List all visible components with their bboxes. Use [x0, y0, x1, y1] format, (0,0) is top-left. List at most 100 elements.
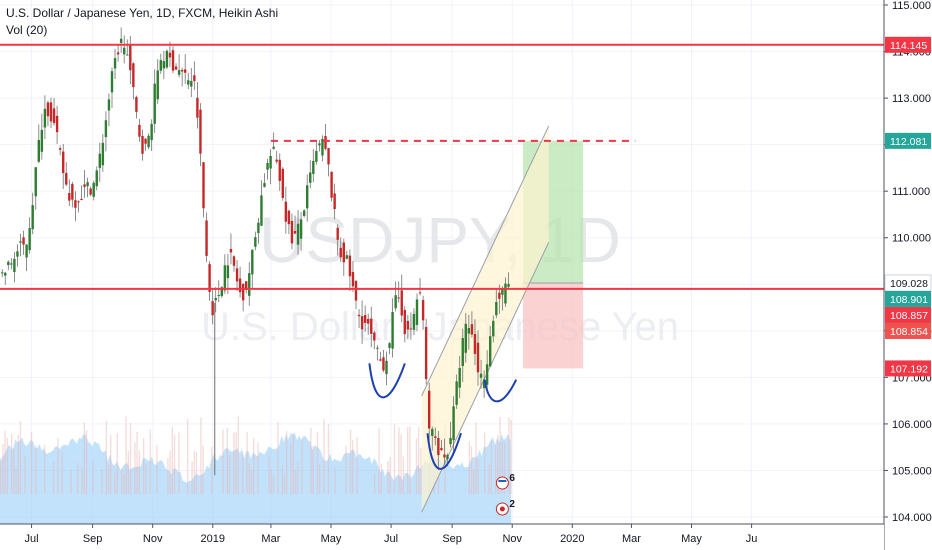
candle-body	[202, 162, 205, 209]
volume-bar	[380, 463, 382, 494]
candle-body	[345, 255, 349, 259]
volume-bar	[407, 427, 409, 494]
volume-bar	[125, 416, 127, 494]
price-label-text: 108.901	[890, 294, 928, 306]
watermark: USDJPY, 1D U.S. Dollar / Japanese Yen	[201, 204, 679, 349]
volume-bar	[420, 448, 422, 494]
time-tick-label: Jul	[384, 533, 398, 545]
candle-body	[284, 201, 288, 222]
candle-body	[333, 193, 336, 210]
volume-bar	[134, 442, 136, 494]
time-tick-label: 2019	[201, 533, 225, 545]
candle-body	[98, 153, 101, 168]
candle-body	[92, 182, 95, 197]
volume-bar	[52, 462, 55, 494]
volume-bar	[488, 464, 490, 494]
volume-bar	[283, 475, 286, 494]
volume-bar	[2, 444, 4, 494]
candle-body	[452, 406, 455, 441]
candle-body	[339, 247, 342, 258]
price-tick-label: 105.000	[892, 465, 932, 477]
volume-bar	[352, 439, 354, 494]
volume-bar	[250, 469, 253, 494]
volume-bar	[290, 443, 292, 494]
candle-body	[318, 143, 321, 146]
volume-bar	[129, 423, 132, 494]
candle-body	[391, 312, 394, 349]
symbol-title[interactable]: U.S. Dollar / Japanese Yen, 1D, FXCM, He…	[6, 6, 279, 20]
time-tick-label: Sep	[442, 533, 462, 545]
price-label-badge	[885, 132, 931, 149]
candle-body	[415, 299, 419, 325]
volume-bar	[345, 445, 347, 494]
volume-bar	[145, 464, 147, 494]
price-label-badge	[885, 306, 931, 323]
price-tick-label: 106.000	[892, 419, 932, 431]
candle-body	[187, 80, 190, 85]
candle-series	[1, 27, 510, 476]
volume-bar	[123, 473, 125, 494]
candle-body	[28, 228, 31, 251]
candle-body	[443, 454, 446, 458]
volume-bar	[312, 445, 314, 494]
candle-body	[363, 315, 367, 324]
volume-bar	[77, 462, 79, 494]
candle-body	[272, 146, 275, 149]
price-label-badge	[885, 290, 931, 307]
candle-body	[71, 183, 74, 200]
volume-series	[0, 416, 512, 524]
volume-bar	[15, 468, 17, 494]
candle-body	[397, 297, 400, 299]
candle-body	[245, 281, 248, 290]
volume-bar	[11, 434, 13, 494]
candle-body	[266, 162, 269, 170]
volume-bar	[389, 456, 391, 494]
volume-bar	[107, 464, 110, 494]
volume-bar	[310, 427, 312, 494]
time-tick-label: May	[321, 533, 342, 545]
candle-body	[22, 237, 25, 245]
volume-bar	[356, 437, 358, 494]
volume-bar	[13, 447, 15, 494]
volume-bar	[398, 427, 400, 494]
candle-body	[168, 52, 172, 58]
volume-indicator-label[interactable]: Vol (20)	[6, 23, 48, 37]
volume-bar	[374, 473, 376, 494]
candle-body	[409, 328, 413, 330]
volume-bar	[228, 455, 231, 494]
candle-body	[485, 364, 489, 385]
candle-body	[504, 283, 507, 304]
volume-bar	[178, 432, 180, 494]
volume-bar	[167, 458, 169, 494]
candle-body	[489, 336, 492, 367]
candle-body	[110, 71, 114, 93]
candle-body	[382, 357, 385, 371]
candle-body	[123, 47, 126, 55]
candle-body	[257, 222, 260, 234]
candle-body	[354, 280, 358, 301]
volume-bar	[334, 467, 336, 494]
volume-bar	[242, 454, 244, 494]
watermark-name: U.S. Dollar / Japanese Yen	[201, 305, 679, 349]
candle-body	[470, 324, 474, 335]
volume-bar	[470, 446, 473, 494]
price-label-text: 109.028	[890, 278, 928, 290]
event-markers: 62	[495, 473, 515, 516]
volume-bar	[233, 432, 235, 494]
volume-bar	[211, 447, 213, 494]
candle-body	[437, 437, 440, 456]
horizontal-levels	[0, 43, 884, 290]
time-tick-label: Ju	[746, 533, 758, 545]
pattern-drawings	[368, 363, 518, 470]
volume-bar	[17, 434, 19, 494]
volume-bar	[6, 437, 8, 494]
candle-body	[421, 300, 425, 321]
volume-bar	[323, 418, 325, 494]
candle-body	[336, 227, 339, 240]
volume-bar	[195, 452, 198, 494]
volume-bar	[503, 441, 506, 494]
volume-bar	[138, 450, 140, 494]
candle-body	[342, 242, 345, 263]
